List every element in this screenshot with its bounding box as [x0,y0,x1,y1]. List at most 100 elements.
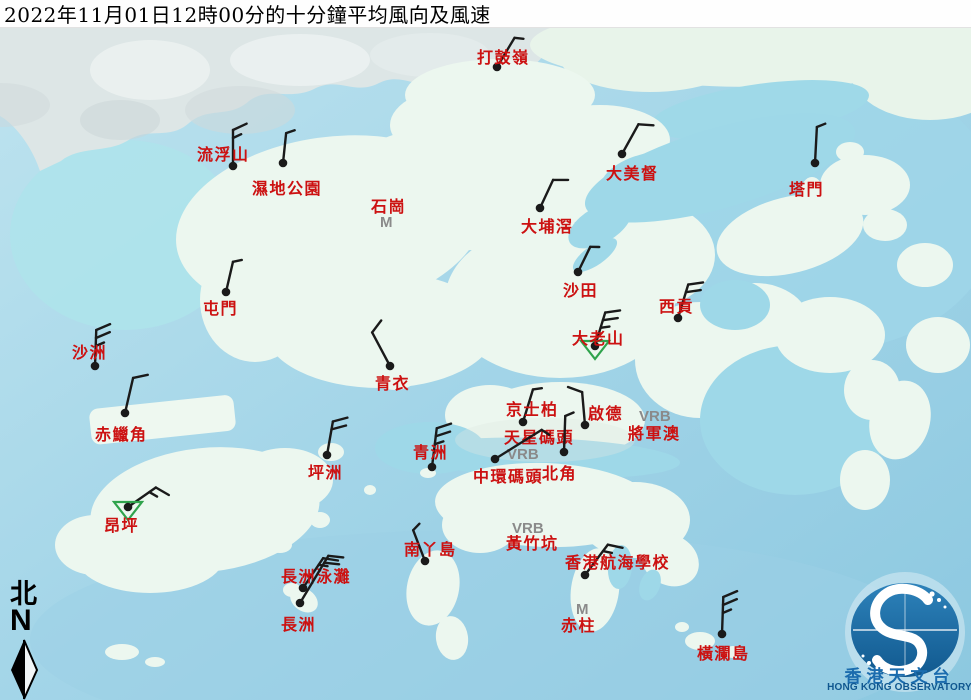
wind-barb-full [722,589,739,599]
station-shek-kong: M石崗 [370,197,405,231]
wind-barb-staff [676,283,690,320]
station-marker-variable: VRB [639,408,671,425]
station-dot [123,502,133,512]
station-dot [298,583,308,593]
wind-barb-half [231,258,243,263]
station-dot [221,287,231,297]
station-dot [573,267,583,277]
wind-barb-full [231,122,248,132]
wind-barb-staff [281,131,288,165]
station-marker-missing: M [380,214,393,231]
wind-barb-half [231,132,243,140]
station-label: 昂坪 [104,516,139,535]
wind-barb-staff [495,36,516,69]
wind-barb-half [411,522,421,532]
wind-barb-staff [580,390,587,427]
station-dot [617,149,627,159]
station-marker-missing: M [576,601,589,618]
wind-barb-half [721,608,733,615]
map-title: 2022年11月01日12時00分的十分鐘平均風向及風速 [4,3,491,27]
station-green-island: 青洲 [413,422,453,472]
station-dot [228,161,238,171]
station-label: 赤鱲角 [95,425,148,444]
hong-kong-island-land [435,462,699,632]
wind-barb-staff [411,528,427,563]
station-label: 大老山 [572,329,625,348]
station-label: 大美督 [606,164,659,183]
station-label: 黃竹坑 [505,534,559,553]
station-waglan-island: 橫瀾島 [697,589,750,663]
wind-barb-staff [521,388,535,424]
station-label: 坪洲 [308,463,343,482]
wind-barb-staff [370,331,392,368]
station-central-pier: 中環碼頭 [473,428,551,486]
kowloon-urban-tint [455,418,635,462]
station-wetland-park: 濕地公園 [252,129,321,198]
wind-barb-staff [538,178,555,210]
wind-barb-staff [325,420,335,457]
station-kings-park: 京士柏 [506,387,557,427]
wind-barb-half [284,129,296,135]
station-label: 沙田 [563,281,598,300]
wind-barb-staff [576,245,592,274]
north-arrow-icon [11,639,39,700]
wind-barb-staff [123,376,135,415]
station-sha-chau: 沙洲 [72,322,112,371]
wind-barb-half [433,440,445,446]
wind-barb-staff [301,556,325,590]
wind-barb-full [327,554,345,559]
station-sai-kung: 西貢 [659,281,705,323]
wind-barb-staff [430,427,438,469]
station-dot [535,203,545,213]
wind-barb-full [94,330,111,340]
station-label: 流浮山 [197,145,250,164]
station-sha-tin: 沙田 [563,245,601,300]
wind-barb-full [637,123,655,127]
station-dot [580,420,590,430]
station-label: 青衣 [375,374,410,393]
wind-barb-full [95,322,112,332]
wind-barb-staff [562,414,567,454]
station-marker-variable: VRB [507,446,539,463]
compass: 北 N [4,581,48,637]
wind-barb-half [599,325,611,330]
station-tates-cairn: 大老山 [572,309,625,361]
gust-triangle-icon [111,500,145,522]
wind-barb-staff [493,428,543,461]
wind-barb-full [131,373,149,380]
station-label: 大埔滘 [521,217,574,236]
station-label: 北角 [542,464,577,483]
wind-barb-full [606,543,624,549]
wind-barb-full [435,422,453,430]
station-lau-fau-shan: 流浮山 [197,122,250,171]
station-label: 打鼓嶺 [477,48,530,67]
station-label: 中環碼頭 [473,467,543,486]
compass-north-en: N [10,604,32,637]
station-dot [278,158,288,168]
station-label: 橫瀾島 [697,644,750,663]
wind-barb-half [94,341,106,348]
hko-logo-icon [845,572,965,692]
wind-barb-half [564,411,575,418]
station-dot [518,417,528,427]
station-label: 南丫島 [404,540,457,559]
station-label: 長洲 [281,615,316,634]
station-ta-kwu-ling: 打鼓嶺 [477,36,530,72]
station-dot [427,462,437,472]
station-label: 青洲 [413,443,448,462]
station-label: 赤柱 [561,616,596,635]
station-label: 香港航海學校 [564,553,670,572]
station-label: 屯門 [203,299,238,318]
wind-barb-full [566,385,584,394]
station-label: 沙洲 [72,343,107,362]
station-hk-sea-school: 香港航海學校 [564,543,670,580]
wind-barb-staff [126,486,158,509]
station-label: 塔門 [789,180,824,199]
station-chek-lap-kok: 赤鱲角 [95,373,149,444]
station-dot [90,361,100,371]
station-tsing-yi: 青衣 [370,319,410,393]
gust-triangle-icon [578,339,612,361]
